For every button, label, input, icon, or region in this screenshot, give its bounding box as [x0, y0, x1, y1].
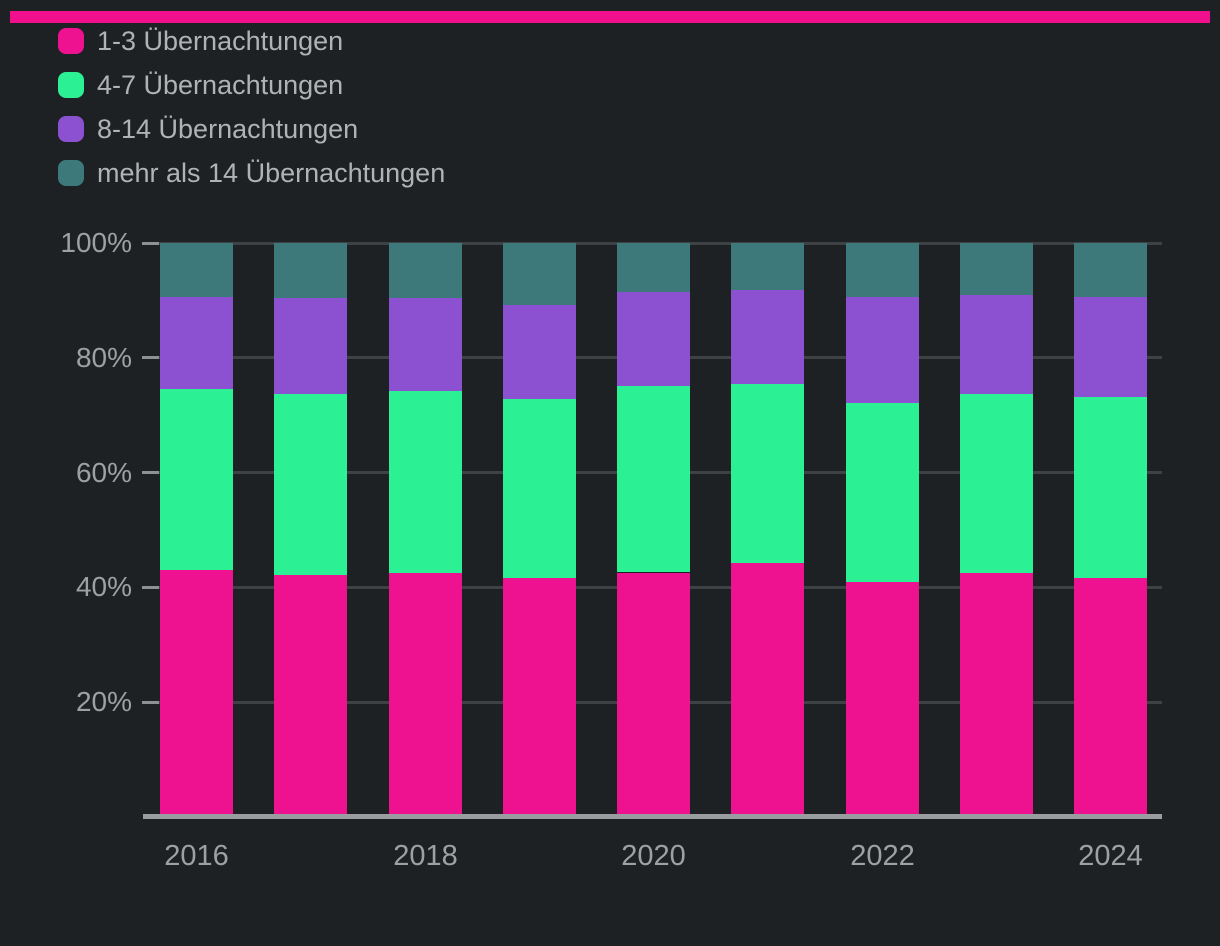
bar-segment-2022-series-1[interactable]: [846, 402, 919, 583]
x-axis-label-2020: 2020: [621, 840, 686, 872]
y-axis-label-20: 20%: [75, 686, 132, 718]
bar-segment-2019-series-0[interactable]: [503, 578, 576, 817]
legend-color-swatch: [58, 160, 84, 186]
bar-segment-2017-series-1[interactable]: [274, 394, 347, 575]
bar-segment-2020-series-0[interactable]: [617, 572, 690, 817]
bar-2024: [1074, 0, 1147, 817]
bar-segment-2022-series-3[interactable]: [846, 243, 919, 297]
bar-segment-2021-series-0[interactable]: [731, 562, 804, 817]
bar-segment-2021-series-3[interactable]: [731, 243, 804, 291]
x-axis-label-2016: 2016: [164, 840, 229, 872]
bar-segment-2024-series-0[interactable]: [1074, 578, 1147, 817]
y-axis-label-60: 60%: [75, 456, 132, 488]
bar-segment-2016-series-0[interactable]: [160, 570, 233, 817]
legend-item-label: mehr als 14 Übernachtungen: [97, 158, 446, 188]
y-axis-tick-20: [142, 700, 159, 704]
legend-item-1[interactable]: 4-7 Übernachtungen: [58, 70, 445, 100]
bar-segment-2021-series-1[interactable]: [731, 384, 804, 563]
bar-segment-2023-series-1[interactable]: [960, 394, 1033, 573]
bar-2021: [731, 0, 804, 817]
bar-segment-2020-series-3[interactable]: [617, 243, 690, 292]
bar-segment-2023-series-2[interactable]: [960, 295, 1033, 394]
legend-item-label: 4-7 Übernachtungen: [97, 70, 344, 100]
bar-segment-2022-series-0[interactable]: [846, 582, 919, 817]
bar-2017: [274, 0, 347, 817]
bar-segment-2017-series-3[interactable]: [274, 243, 347, 298]
bar-segment-2017-series-0[interactable]: [274, 574, 347, 817]
y-axis-tick-80: [142, 356, 159, 360]
bar-segment-2024-series-2[interactable]: [1074, 297, 1147, 397]
y-axis-tick-40: [142, 585, 159, 589]
bar-segment-2022-series-2[interactable]: [846, 297, 919, 403]
bar-segment-2024-series-1[interactable]: [1074, 396, 1147, 579]
legend-item-label: 1-3 Übernachtungen: [97, 26, 344, 56]
bar-segment-2019-series-2[interactable]: [503, 305, 576, 400]
bar-segment-2018-series-2[interactable]: [389, 297, 462, 391]
legend-item-3[interactable]: mehr als 14 Übernachtungen: [58, 158, 446, 188]
bar-segment-2023-series-0[interactable]: [960, 572, 1033, 817]
legend-item-label: 8-14 Übernachtungen: [97, 114, 359, 144]
accent-bar: [10, 11, 1210, 23]
bar-segment-2016-series-2[interactable]: [160, 297, 233, 390]
bar-2019: [503, 0, 576, 817]
bar-segment-2021-series-2[interactable]: [731, 290, 804, 385]
x-axis-label-2018: 2018: [393, 840, 458, 872]
y-axis-tick-100: [142, 241, 159, 245]
y-axis-label-100: 100%: [60, 227, 132, 258]
bar-segment-2020-series-2[interactable]: [617, 291, 690, 386]
legend: 1-3 Übernachtungen 4-7 Übernachtungen 8-14…: [58, 28, 445, 204]
y-axis-tick-60: [142, 471, 159, 475]
bar-2018: [389, 0, 462, 817]
bar-2022: [846, 0, 919, 817]
legend-color-swatch: [58, 72, 84, 98]
bar-segment-2023-series-3[interactable]: [960, 243, 1033, 296]
x-axis-label-2024: 2024: [1078, 840, 1143, 872]
legend-color-swatch: [58, 116, 84, 142]
bar-2016: [160, 0, 233, 817]
legend-item-0[interactable]: 1-3 Übernachtungen: [58, 26, 445, 56]
bar-segment-2016-series-3[interactable]: [160, 243, 233, 297]
bar-segment-2019-series-1[interactable]: [503, 399, 576, 579]
bar-2020: [617, 0, 690, 817]
x-axis-label-2022: 2022: [850, 840, 915, 872]
legend-item-2[interactable]: 8-14 Übernachtungen: [58, 114, 445, 144]
bar-segment-2017-series-2[interactable]: [274, 297, 347, 394]
bar-2023: [960, 0, 1033, 817]
bar-segment-2018-series-0[interactable]: [389, 573, 462, 817]
bar-segment-2016-series-1[interactable]: [160, 389, 233, 571]
bar-segment-2020-series-1[interactable]: [617, 385, 690, 573]
x-axis-line: [143, 814, 1162, 819]
bar-segment-2019-series-3[interactable]: [503, 243, 576, 305]
bar-segment-2018-series-1[interactable]: [389, 390, 462, 573]
legend-color-swatch: [58, 28, 84, 54]
bar-segment-2018-series-3[interactable]: [389, 243, 462, 298]
y-axis-label-80: 80%: [75, 341, 132, 373]
bar-segment-2024-series-3[interactable]: [1074, 243, 1147, 297]
y-axis-label-40: 40%: [75, 571, 132, 603]
